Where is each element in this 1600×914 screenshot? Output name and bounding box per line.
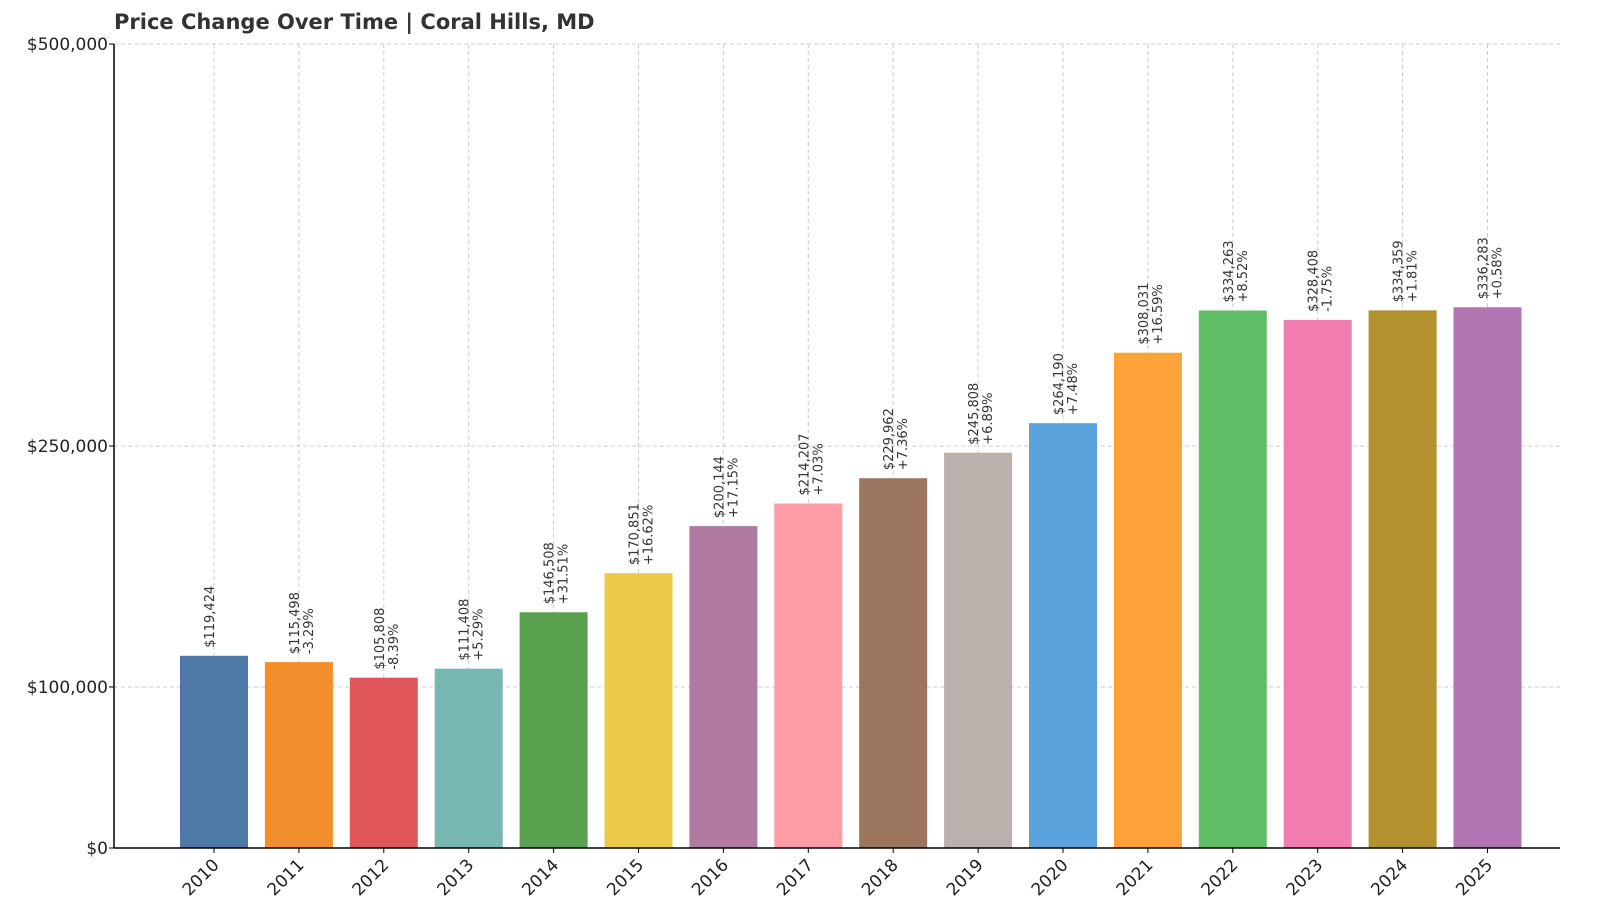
bar-2013 xyxy=(434,668,503,848)
bar-2025 xyxy=(1453,307,1522,848)
value-label: $146,508 xyxy=(543,542,558,604)
change-label: +7.03% xyxy=(811,443,826,495)
y-tick-label: $250,000 xyxy=(27,437,108,457)
bar-2011 xyxy=(264,662,333,848)
chart-title: Price Change Over Time | Coral Hills, MD xyxy=(114,10,595,34)
change-label: +0.58% xyxy=(1491,247,1506,299)
data-label-group: $111,408 +5.29% xyxy=(458,599,487,661)
x-tick-label: 2019 xyxy=(943,855,988,900)
data-label-group: $170,851 +16.62% xyxy=(628,503,657,565)
y-tick-label: $500,000 xyxy=(27,35,108,55)
y-tick-label: $0 xyxy=(86,839,108,859)
bar-2023 xyxy=(1283,319,1352,848)
data-label-group: $336,283 +0.58% xyxy=(1477,237,1506,299)
value-label: $200,144 xyxy=(712,456,727,518)
x-tick-label: 2017 xyxy=(773,855,818,900)
value-label: $119,424 xyxy=(203,586,218,648)
data-label-group: $115,498 -3.29% xyxy=(288,592,317,654)
value-label: $115,498 xyxy=(288,592,303,654)
bar-2015 xyxy=(604,573,673,848)
value-label: $334,359 xyxy=(1392,240,1407,302)
change-label: -8.39% xyxy=(387,624,402,670)
change-label: +16.59% xyxy=(1151,284,1166,344)
bar-2021 xyxy=(1113,352,1182,848)
bar-2024 xyxy=(1368,310,1437,849)
change-label: +7.48% xyxy=(1066,363,1081,415)
x-tick-label: 2010 xyxy=(179,855,224,900)
data-label-group: $146,508 +31.51% xyxy=(543,542,572,604)
bar-2020 xyxy=(1029,423,1097,848)
bar-2012 xyxy=(349,677,418,848)
x-tick-label: 2020 xyxy=(1028,855,1073,900)
data-label-group: $105,808 -8.39% xyxy=(373,608,402,670)
value-label: $245,808 xyxy=(967,383,982,445)
data-label-group: $308,031 +16.59% xyxy=(1137,283,1166,345)
change-label: +7.36% xyxy=(896,418,911,470)
x-tick-label: 2024 xyxy=(1367,855,1412,900)
value-label: $336,283 xyxy=(1477,237,1492,299)
value-label: $111,408 xyxy=(458,599,473,661)
value-label: $170,851 xyxy=(628,503,643,565)
data-label-group: $119,424 xyxy=(203,586,218,648)
change-label: +17.15% xyxy=(726,458,741,518)
x-tick-label: 2021 xyxy=(1113,855,1158,900)
change-label: +16.62% xyxy=(642,505,657,565)
data-label-group: $264,190 +7.48% xyxy=(1052,353,1081,415)
x-tick-label: 2011 xyxy=(264,855,309,900)
bar-2016 xyxy=(689,526,758,848)
value-label: $214,207 xyxy=(797,433,812,495)
data-label-group: $200,144 +17.15% xyxy=(712,456,741,518)
bar-2022 xyxy=(1198,310,1267,848)
x-tick-label: 2015 xyxy=(603,855,648,900)
data-label-group: $245,808 +6.89% xyxy=(967,383,996,445)
data-label-group: $229,962 +7.36% xyxy=(882,408,911,470)
x-tick-label: 2018 xyxy=(858,855,903,900)
value-label: $308,031 xyxy=(1137,283,1152,345)
value-label: $229,962 xyxy=(882,408,897,470)
value-label: $334,263 xyxy=(1222,240,1237,302)
bars xyxy=(180,307,1522,849)
data-labels: $119,424 $115,498 -3.29% $105,808 -8.39% $111… xyxy=(203,237,1506,669)
x-tick-label: 2012 xyxy=(349,855,394,900)
data-label-group: $334,263 +8.52% xyxy=(1222,240,1251,302)
change-label: -3.29% xyxy=(302,608,317,654)
change-label: -1.75% xyxy=(1321,266,1336,312)
change-label: +5.29% xyxy=(472,608,487,660)
value-label: $328,408 xyxy=(1307,250,1322,312)
bar-2010 xyxy=(180,655,248,848)
x-tick-label: 2022 xyxy=(1198,855,1243,900)
value-label: $105,808 xyxy=(373,608,388,670)
bar-2018 xyxy=(859,478,928,848)
x-tick-label: 2013 xyxy=(434,855,479,900)
data-label-group: $214,207 +7.03% xyxy=(797,433,826,495)
bar-2017 xyxy=(774,503,843,848)
change-label: +1.81% xyxy=(1406,250,1421,302)
data-label-group: $334,359 +1.81% xyxy=(1392,240,1421,302)
x-tick-label: 2023 xyxy=(1282,855,1327,900)
x-tick-label: 2014 xyxy=(518,855,563,900)
x-tick-label: 2025 xyxy=(1452,855,1497,900)
bar-2014 xyxy=(519,612,588,848)
value-label: $264,190 xyxy=(1052,353,1067,415)
data-label-group: $328,408 -1.75% xyxy=(1307,250,1336,312)
y-tick-label: $100,000 xyxy=(27,678,108,698)
change-label: +8.52% xyxy=(1236,250,1251,302)
change-label: +6.89% xyxy=(981,393,996,445)
bar-2019 xyxy=(944,452,1013,848)
x-tick-label: 2016 xyxy=(688,855,733,900)
change-label: +31.51% xyxy=(557,544,572,604)
